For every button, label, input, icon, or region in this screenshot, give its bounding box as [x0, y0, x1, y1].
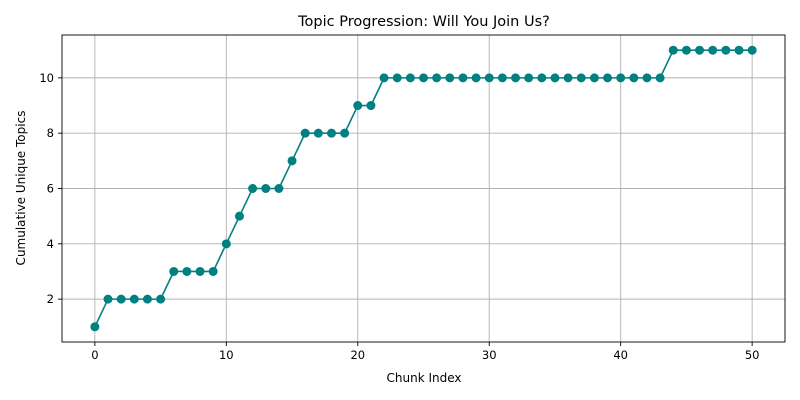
x-axis-label: Chunk Index — [387, 371, 462, 385]
data-point — [576, 73, 586, 83]
x-tick-label: 20 — [350, 348, 365, 362]
data-point — [497, 73, 507, 83]
data-point — [695, 45, 705, 55]
grid — [62, 35, 785, 342]
x-tick-label: 50 — [745, 348, 760, 362]
y-tick-label: 2 — [47, 292, 54, 306]
data-point — [642, 73, 652, 83]
data-point — [747, 45, 757, 55]
data-point — [116, 294, 126, 304]
data-point — [300, 128, 310, 138]
y-tick-label: 4 — [47, 237, 54, 251]
data-point — [629, 73, 639, 83]
data-point — [458, 73, 468, 83]
data-point — [405, 73, 415, 83]
data-point — [274, 184, 284, 193]
data-point — [208, 266, 218, 276]
data-point — [721, 45, 731, 55]
data-point — [708, 45, 718, 55]
data-point — [221, 239, 231, 249]
data-point — [248, 184, 258, 193]
data-point — [261, 184, 271, 193]
data-point — [668, 45, 678, 55]
data-point — [392, 73, 402, 83]
data-point — [511, 73, 521, 83]
data-point — [550, 73, 560, 83]
data-point — [681, 45, 691, 55]
data-point — [313, 128, 323, 138]
data-point — [366, 101, 376, 111]
x-tick-label: 30 — [482, 348, 497, 362]
data-point — [603, 73, 613, 83]
axis-ticks: 0 10 20 30 40 50 2 4 6 8 10 — [39, 71, 759, 362]
data-point — [287, 156, 297, 166]
data-point — [524, 73, 534, 83]
data-point — [484, 73, 494, 83]
data-point — [182, 266, 192, 276]
y-axis-label: Cumulative Unique Topics — [14, 111, 28, 266]
x-tick-label: 0 — [91, 348, 98, 362]
data-point — [734, 45, 744, 55]
x-tick-label: 10 — [219, 348, 234, 362]
series-points — [90, 45, 757, 332]
chart-title: Topic Progression: Will You Join Us? — [297, 14, 550, 30]
y-tick-label: 10 — [39, 71, 54, 85]
data-point — [471, 73, 481, 83]
x-tick-label: 40 — [613, 348, 628, 362]
data-point — [445, 73, 455, 83]
plot-frame — [61, 34, 786, 343]
data-point — [90, 322, 100, 332]
data-point — [563, 73, 573, 83]
data-point — [379, 73, 389, 83]
data-point — [353, 101, 363, 111]
data-point — [195, 266, 205, 276]
data-point — [129, 294, 139, 304]
y-tick-label: 6 — [47, 182, 54, 196]
data-point — [103, 294, 113, 304]
data-point — [156, 294, 166, 304]
data-point — [142, 294, 152, 304]
data-point — [432, 73, 442, 83]
data-point — [169, 266, 179, 276]
data-point — [419, 73, 428, 83]
data-point — [234, 211, 244, 221]
data-point — [616, 73, 626, 83]
data-point — [655, 73, 665, 83]
data-point — [589, 73, 599, 83]
data-point — [326, 128, 336, 138]
y-tick-label: 8 — [47, 126, 54, 140]
data-point — [537, 73, 547, 83]
data-point — [340, 128, 350, 138]
